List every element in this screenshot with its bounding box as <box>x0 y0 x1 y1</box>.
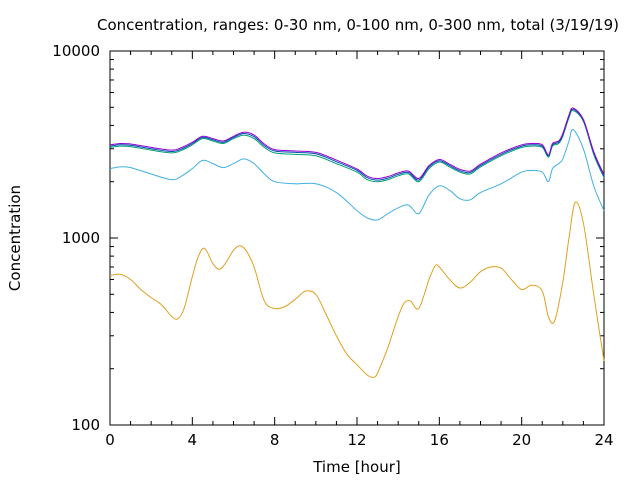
x-tick-label: 4 <box>188 431 198 449</box>
y-tick-label: 10000 <box>52 42 100 60</box>
y-axis-label: Concentration <box>6 185 24 291</box>
series-line-2 <box>109 129 605 221</box>
series-lines <box>109 107 605 378</box>
axis-tick-labels: 0 4 8 12 16 20 24 100 1000 10000 <box>52 42 613 449</box>
x-tick-label: 24 <box>594 431 613 449</box>
x-tick-label: 0 <box>105 431 115 449</box>
y-tick-label: 100 <box>71 416 100 434</box>
x-tick-label: 8 <box>270 431 280 449</box>
x-tick-label: 16 <box>430 431 449 449</box>
series-line-1 <box>109 201 605 378</box>
x-tick-label: 20 <box>512 431 531 449</box>
plot-frame <box>109 50 605 426</box>
series-line-5 <box>109 107 605 180</box>
x-axis-label: Time [hour] <box>312 458 401 476</box>
x-tick-label: 12 <box>347 431 366 449</box>
chart-title: Concentration, ranges: 0-30 nm, 0-100 nm… <box>97 16 619 34</box>
y-tick-label: 1000 <box>62 229 100 247</box>
axis-ticks <box>109 50 605 426</box>
